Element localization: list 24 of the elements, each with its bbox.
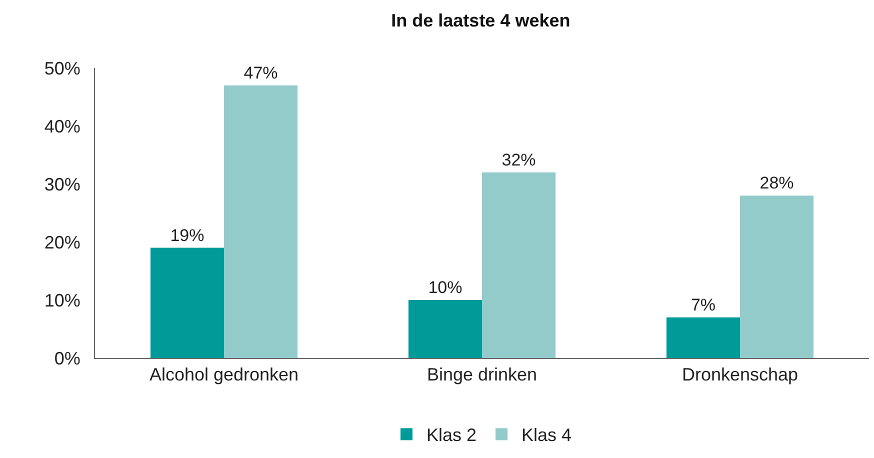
y-tick-label: 0% <box>54 348 80 368</box>
x-tick-label: Alcohol gedronken <box>149 364 299 385</box>
x-tick-label: Dronkenschap <box>682 364 798 385</box>
x-tick-label: Binge drinken <box>426 364 538 385</box>
bar <box>150 248 224 358</box>
data-label: 7% <box>690 295 716 314</box>
bar <box>740 196 814 358</box>
y-tick-label: 40% <box>44 116 80 136</box>
y-tick-label: 20% <box>44 232 80 252</box>
bar <box>408 300 482 358</box>
bar <box>482 172 556 358</box>
data-label: 10% <box>428 278 462 297</box>
bar <box>224 85 298 358</box>
data-label: 47% <box>244 63 278 82</box>
data-label: 28% <box>760 174 794 193</box>
bar <box>666 317 740 358</box>
data-label: 32% <box>502 150 536 170</box>
legend-label: Klas 2 <box>426 425 477 446</box>
data-label: 19% <box>170 226 204 245</box>
legend-label: Klas 4 <box>522 425 572 446</box>
y-tick-label: 10% <box>44 290 80 310</box>
y-tick-label: 30% <box>44 174 80 194</box>
chart-title: In de laatste 4 weken <box>391 10 570 30</box>
y-tick-label: 50% <box>44 58 80 78</box>
